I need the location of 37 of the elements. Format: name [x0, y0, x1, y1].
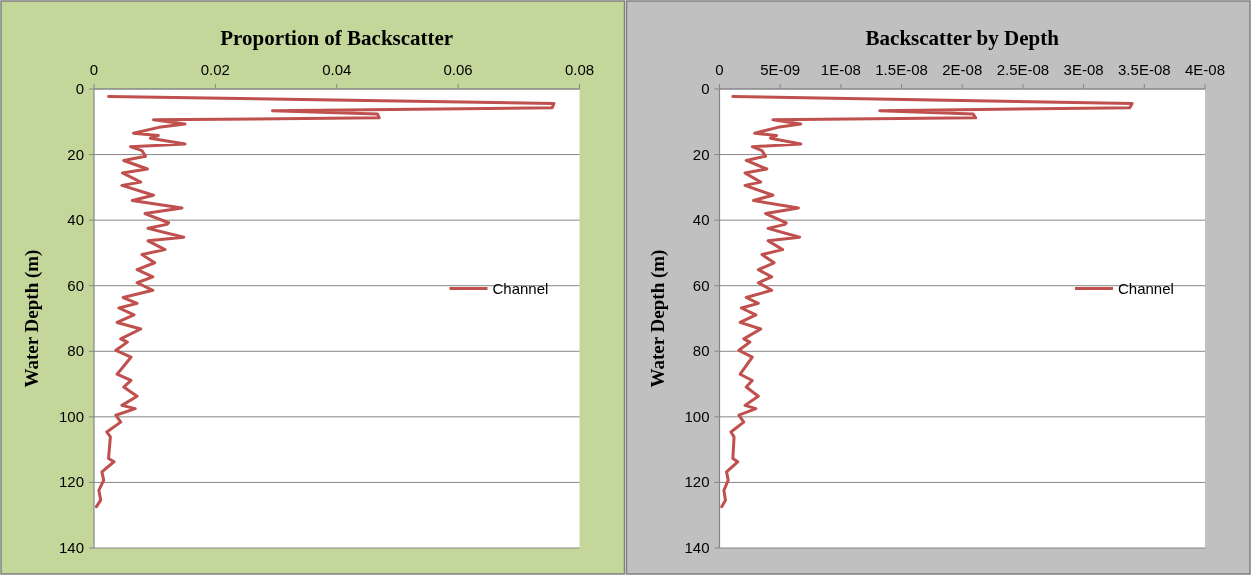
y-tick-label: 40 [67, 211, 84, 229]
x-tick-label: 2E-08 [942, 61, 983, 78]
x-tick-label: 1E-08 [820, 61, 861, 78]
x-tick-label: 2.5E-08 [996, 61, 1050, 78]
y-tick-label: 80 [692, 342, 710, 360]
x-tick-label: 0.08 [564, 61, 595, 78]
legend-label: Channel [492, 279, 549, 297]
x-tick-label: 4E-08 [1184, 61, 1226, 78]
x-tick-label: 0.04 [322, 61, 352, 78]
x-tick-label: 5E-09 [760, 61, 801, 78]
y-tick-label: 20 [67, 145, 84, 163]
chart-title: Backscatter by Depth [865, 26, 1060, 50]
y-tick-label: 60 [692, 276, 710, 294]
y-tick-label: 20 [692, 145, 710, 163]
y-tick-label: 60 [67, 276, 84, 294]
y-tick-label: 120 [684, 473, 710, 491]
y-tick-label: 120 [58, 473, 84, 491]
y-tick-label: 80 [67, 342, 84, 360]
y-axis-title: Water Depth (m) [21, 249, 43, 388]
y-tick-label: 40 [692, 211, 710, 229]
x-tick-label: 3E-08 [1063, 61, 1104, 78]
x-tick-label: 0 [715, 61, 724, 78]
x-tick-label: 0.06 [443, 61, 473, 78]
x-tick-label: 3.5E-08 [1118, 61, 1171, 78]
y-axis-title: Water Depth (m) [646, 249, 669, 388]
x-tick-label: 0.02 [200, 61, 230, 78]
legend-label: Channel [1118, 279, 1174, 297]
y-tick-label: 0 [75, 80, 84, 97]
y-tick-label: 100 [684, 407, 710, 425]
y-tick-label: 140 [684, 539, 710, 556]
x-tick-label: 0 [89, 61, 99, 78]
line-series [94, 95, 556, 509]
x-tick-label: 1.5E-08 [875, 61, 928, 78]
y-tick-label: 140 [58, 539, 84, 556]
y-tick-label: 100 [58, 407, 84, 425]
chart-title: Proportion of Backscatter [220, 26, 454, 50]
y-tick-label: 0 [701, 80, 710, 97]
